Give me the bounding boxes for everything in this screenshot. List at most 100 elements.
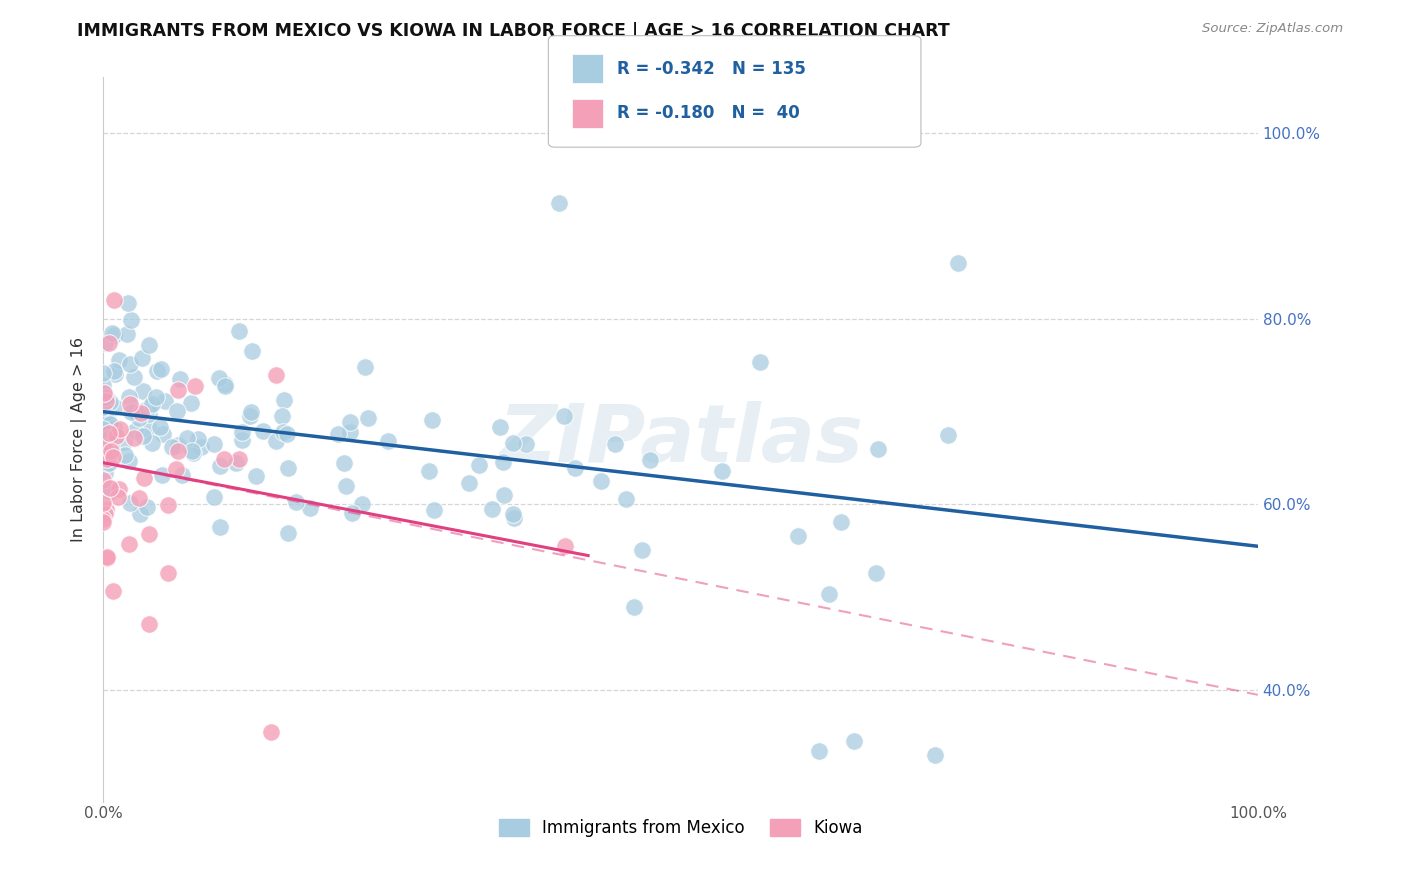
Point	[98, 394, 121, 409]
Point	[239, 409, 262, 424]
Point	[101, 450, 124, 464]
Point	[96, 411, 118, 425]
Point	[502, 507, 524, 521]
Point	[342, 506, 364, 520]
Point	[93, 386, 115, 401]
Point	[141, 436, 163, 450]
Point	[93, 440, 115, 454]
Point	[150, 468, 173, 483]
Point	[97, 431, 120, 445]
Point	[214, 376, 236, 391]
Point	[98, 481, 121, 495]
Point	[631, 543, 654, 558]
Point	[335, 479, 357, 493]
Point	[515, 437, 537, 451]
Point	[339, 425, 361, 439]
Point	[166, 404, 188, 418]
Point	[156, 498, 179, 512]
Point	[98, 480, 121, 494]
Point	[128, 491, 150, 506]
Point	[107, 490, 129, 504]
Point	[502, 511, 524, 525]
Point	[94, 466, 117, 480]
Point	[118, 537, 141, 551]
Point	[180, 443, 202, 458]
Point	[120, 313, 142, 327]
Legend: Immigrants from Mexico, Kiowa: Immigrants from Mexico, Kiowa	[492, 813, 869, 844]
Point	[94, 335, 117, 350]
Point	[842, 734, 865, 748]
Point	[214, 378, 236, 392]
Point	[749, 355, 772, 369]
Point	[120, 357, 142, 371]
Point	[589, 474, 612, 488]
Point	[96, 390, 118, 404]
Point	[138, 338, 160, 352]
Point	[808, 743, 831, 757]
Point	[458, 476, 481, 491]
Point	[94, 428, 117, 442]
Point	[502, 435, 524, 450]
Point	[553, 409, 575, 423]
Point	[131, 351, 153, 365]
Point	[122, 370, 145, 384]
Point	[100, 443, 122, 458]
Point	[96, 452, 118, 467]
Point	[91, 496, 114, 510]
Point	[352, 497, 374, 511]
Point	[138, 527, 160, 541]
Point	[91, 512, 114, 526]
Point	[332, 457, 354, 471]
Text: Source: ZipAtlas.com: Source: ZipAtlas.com	[1202, 22, 1343, 36]
Point	[153, 393, 176, 408]
Point	[548, 195, 571, 210]
Point	[231, 425, 253, 439]
Point	[239, 405, 262, 419]
Point	[114, 449, 136, 463]
Point	[240, 343, 263, 358]
Point	[184, 378, 207, 392]
Point	[112, 434, 135, 449]
Point	[354, 359, 377, 374]
Point	[105, 429, 128, 443]
Point	[711, 464, 734, 478]
Point	[264, 434, 287, 449]
Point	[160, 440, 183, 454]
Point	[146, 364, 169, 378]
Point	[564, 461, 586, 475]
Point	[91, 378, 114, 392]
Point	[104, 401, 127, 415]
Point	[129, 406, 152, 420]
Point	[277, 460, 299, 475]
Point	[623, 600, 645, 615]
Point	[787, 528, 810, 542]
Text: ZIPatlas: ZIPatlas	[498, 401, 863, 478]
Point	[145, 390, 167, 404]
Point	[128, 410, 150, 425]
Point	[97, 456, 120, 470]
Point	[91, 435, 114, 450]
Point	[866, 442, 889, 457]
Point	[135, 500, 157, 514]
Point	[97, 412, 120, 426]
Point	[128, 507, 150, 521]
Point	[817, 587, 839, 601]
Point	[165, 462, 187, 476]
Point	[103, 421, 125, 435]
Point	[614, 491, 637, 506]
Point	[271, 425, 294, 440]
Point	[377, 434, 399, 449]
Point	[190, 440, 212, 454]
Point	[138, 407, 160, 421]
Point	[284, 495, 307, 509]
Point	[118, 390, 141, 404]
Text: IMMIGRANTS FROM MEXICO VS KIOWA IN LABOR FORCE | AGE > 16 CORRELATION CHART: IMMIGRANTS FROM MEXICO VS KIOWA IN LABOR…	[77, 22, 950, 40]
Point	[924, 748, 946, 763]
Point	[603, 436, 626, 450]
Point	[108, 482, 131, 496]
Point	[865, 566, 887, 581]
Point	[108, 422, 131, 436]
Point	[225, 456, 247, 470]
Point	[271, 409, 294, 424]
Point	[420, 413, 443, 427]
